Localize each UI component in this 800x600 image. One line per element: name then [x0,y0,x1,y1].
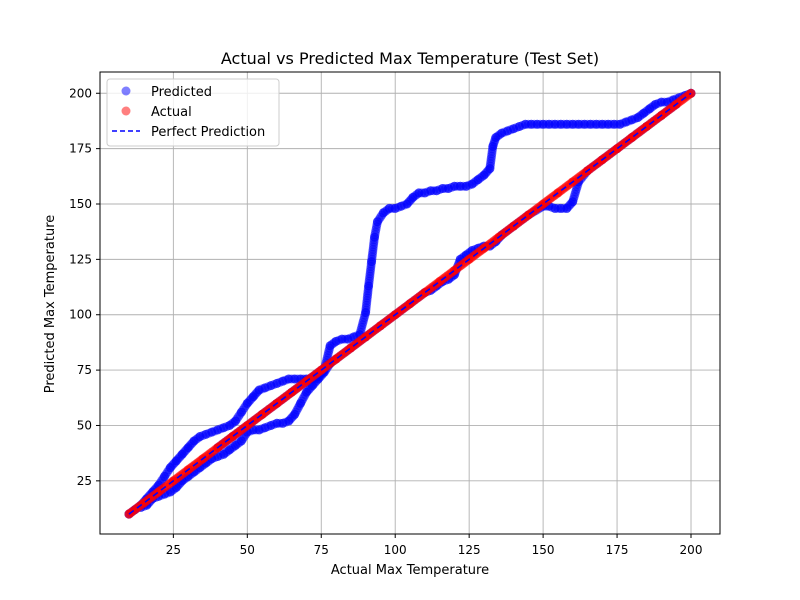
x-tick-label: 200 [680,543,703,557]
x-tick-label: 125 [458,543,481,557]
x-tick-label: 50 [240,543,255,557]
legend-predicted-label: Predicted [151,85,212,100]
y-tick-label: 200 [69,86,92,100]
legend-box [106,78,280,147]
x-tick-label: 100 [384,543,407,557]
x-tick-label: 75 [314,543,329,557]
x-axis-label: Actual Max Temperature [331,563,489,578]
legend-predicted-marker [121,86,131,96]
legend-actual-label: Actual [151,105,192,120]
perfect-prediction-series [128,92,692,515]
legend-actual-marker [121,106,131,116]
y-tick-label: 100 [69,308,92,322]
perfect-prediction-line [128,92,692,515]
axis-ticks: 25 50 75 100 125 150 175 200 25 50 75 100 125 150 175 2… [69,86,702,557]
x-tick-label: 175 [606,543,629,557]
x-tick-label: 25 [166,543,181,557]
x-tick-label: 150 [532,543,555,557]
chart-title: Actual vs Predicted Max Temperature (Tes… [221,49,599,68]
y-tick-label: 175 [69,142,92,156]
y-axis-label: Predicted Max Temperature [43,215,58,394]
y-tick-label: 25 [77,474,92,488]
legend: Predicted Actual Perfect Prediction [106,78,280,147]
plot-frame [99,71,721,535]
y-tick-label: 75 [77,363,92,377]
y-tick-label: 150 [69,197,92,211]
y-tick-label: 125 [69,252,92,266]
y-tick-label: 50 [77,418,92,432]
legend-perfect-label: Perfect Prediction [151,125,265,140]
